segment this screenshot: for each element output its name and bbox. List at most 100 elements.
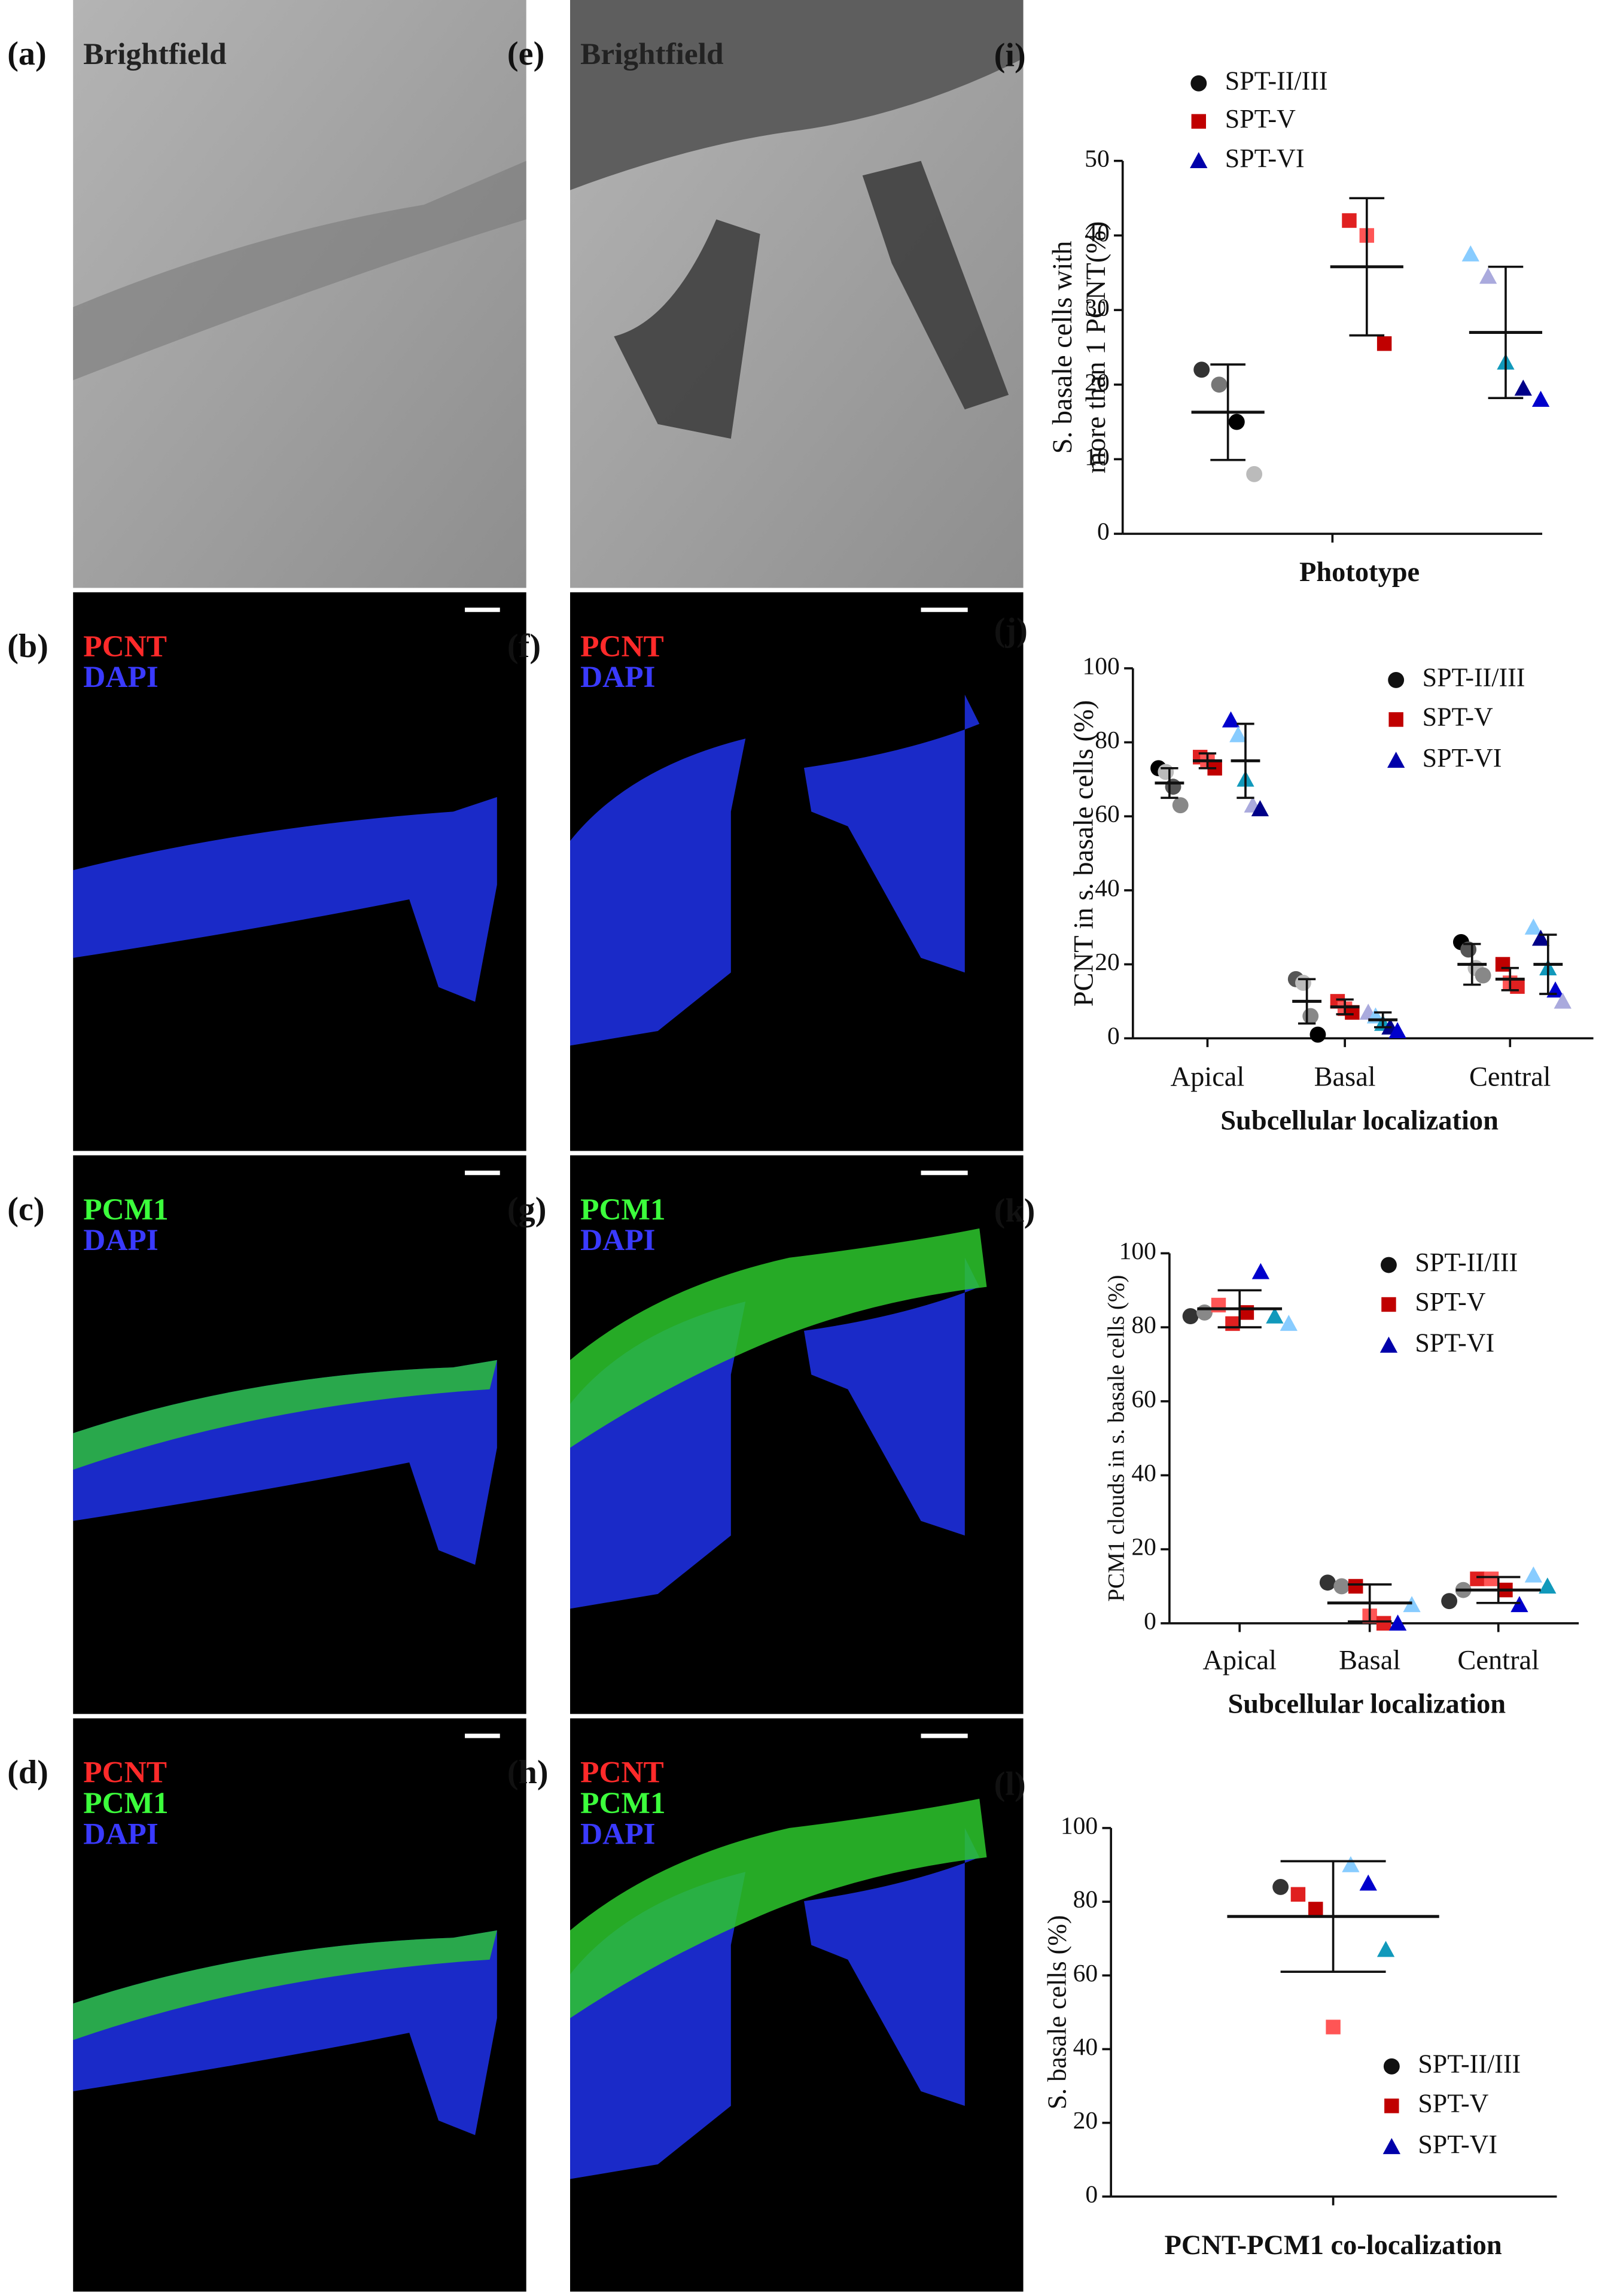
image-panel-a <box>73 0 526 588</box>
data-point <box>1376 1941 1395 1957</box>
legend-marker <box>1382 2138 1401 2154</box>
data-point <box>1531 929 1550 946</box>
data-point <box>1229 726 1247 743</box>
data-point <box>1211 376 1228 393</box>
panel-label: (l) <box>994 1765 1026 1802</box>
channel-label: PCM1 <box>83 1193 168 1227</box>
y-axis-label: S. basale cells with <box>1047 241 1078 454</box>
channel-label: DAPI <box>83 1817 158 1851</box>
data-point <box>1196 1304 1213 1321</box>
panel-label: (f) <box>507 628 541 665</box>
data-point <box>1309 1026 1326 1043</box>
data-point <box>1441 1593 1458 1610</box>
channel-label: Brightfield <box>580 37 723 71</box>
y-tick-label: 30 <box>1085 294 1110 321</box>
y-axis-label: S. basale cells (%) <box>1043 1915 1072 2109</box>
data-point <box>1251 1263 1270 1279</box>
y-tick-label: 60 <box>1073 1959 1098 1987</box>
data-point <box>1484 1571 1499 1586</box>
x-tick-label: Central <box>1457 1645 1539 1675</box>
channel-label: DAPI <box>580 660 655 694</box>
panel-label: (k) <box>994 1192 1036 1229</box>
panel-label: (i) <box>994 37 1026 74</box>
panel-label: (g) <box>507 1191 547 1228</box>
y-tick-label: 100 <box>1083 652 1120 679</box>
y-tick-label: 10 <box>1085 443 1110 470</box>
channel-label: DAPI <box>83 660 158 694</box>
legend-label: SPT-VI <box>1423 743 1502 773</box>
x-tick-label: Basal <box>1314 1062 1376 1092</box>
legend-label: SPT-V <box>1423 703 1493 732</box>
legend-label: SPT-VI <box>1415 1328 1494 1358</box>
legend-marker <box>1190 75 1207 92</box>
y-tick-label: 20 <box>1131 1533 1156 1561</box>
y-tick-label: 80 <box>1073 1886 1098 1913</box>
legend-label: SPT-II/III <box>1423 663 1525 692</box>
y-axis-label: PCM1 clouds in s. basale cells (%) <box>1103 1275 1129 1602</box>
data-point <box>1376 336 1392 351</box>
y-tick-label: 40 <box>1095 874 1120 901</box>
image-panel-d <box>73 1718 526 2292</box>
legend-marker <box>1381 1297 1396 1312</box>
x-tick-label: Apical <box>1202 1645 1277 1675</box>
channel-label: PCNT <box>83 630 167 664</box>
legend-marker <box>1388 671 1405 688</box>
data-point <box>1479 267 1497 284</box>
y-tick-label: 40 <box>1073 2033 1098 2060</box>
data-point <box>1193 361 1210 378</box>
y-axis-label: more than 1 PCNT(%) <box>1081 221 1111 474</box>
panel-label: (e) <box>507 35 544 72</box>
channel-label: PCNT <box>580 1756 664 1790</box>
x-tick-label: Central <box>1469 1062 1551 1092</box>
y-tick-label: 0 <box>1107 1022 1120 1050</box>
data-point <box>1246 466 1263 482</box>
channel-label: PCNT <box>83 1756 167 1790</box>
data-point <box>1475 967 1491 984</box>
legend-label: SPT-V <box>1415 1287 1485 1316</box>
image-panel-g <box>570 1155 1024 1714</box>
data-point <box>1510 1596 1528 1613</box>
data-point <box>1182 1308 1199 1325</box>
legend-label: SPT-V <box>1418 2088 1488 2118</box>
legend-marker <box>1381 1257 1397 1273</box>
image-panel-f <box>570 592 1024 1151</box>
legend-label: SPT-VI <box>1418 2130 1497 2159</box>
image-panel-h <box>570 1718 1024 2292</box>
legend-marker <box>1388 712 1403 727</box>
data-point <box>1342 1856 1360 1872</box>
channel-label: Brightfield <box>83 37 226 71</box>
data-point <box>1165 778 1181 795</box>
data-point <box>1524 1566 1543 1583</box>
channel-label: DAPI <box>83 1223 158 1257</box>
panel-label: (c) <box>7 1191 44 1228</box>
legend-label: SPT-VI <box>1225 144 1305 173</box>
data-point <box>1158 764 1174 780</box>
legend-marker <box>1191 114 1206 129</box>
x-axis-label: PCNT-PCM1 co-localization <box>1164 2230 1502 2261</box>
data-point <box>1222 711 1240 728</box>
data-point <box>1342 213 1357 228</box>
data-point <box>1531 391 1550 407</box>
legend-label: SPT-II/III <box>1415 1248 1518 1277</box>
data-point <box>1251 800 1269 817</box>
y-tick-label: 0 <box>1085 2180 1098 2207</box>
x-axis-label: Subcellular localization <box>1220 1106 1499 1136</box>
y-tick-label: 100 <box>1119 1237 1156 1264</box>
data-point <box>1308 1902 1323 1917</box>
data-point <box>1302 1008 1319 1024</box>
legend-marker <box>1384 2099 1399 2113</box>
legend-label: SPT-II/III <box>1418 2049 1521 2078</box>
data-point <box>1266 1307 1284 1324</box>
x-tick-label: Basal <box>1339 1645 1400 1675</box>
legend-marker <box>1190 152 1208 169</box>
data-point <box>1470 1571 1485 1586</box>
y-tick-label: 80 <box>1131 1311 1156 1339</box>
x-axis-label: Phototype <box>1299 557 1420 588</box>
panel-label: (j) <box>994 612 1028 649</box>
y-axis-label: PCNT in s. basale cells (%) <box>1068 700 1099 1006</box>
channel-label: PCM1 <box>580 1786 665 1820</box>
data-point <box>1495 957 1510 972</box>
data-point <box>1172 797 1189 814</box>
y-tick-label: 40 <box>1085 219 1110 247</box>
